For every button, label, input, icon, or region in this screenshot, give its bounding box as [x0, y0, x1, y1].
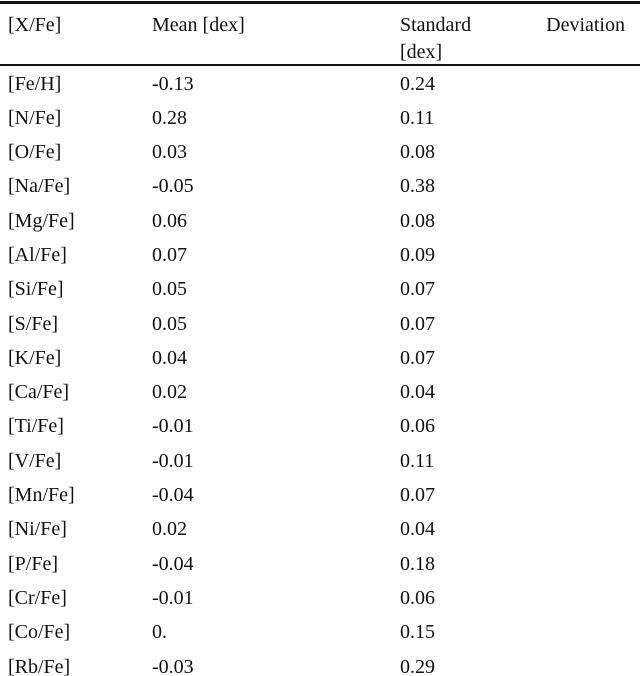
std-deviation-value: 0.08 — [400, 141, 435, 164]
element-label: [Ca/Fe] — [8, 381, 70, 404]
mean-value: -0.01 — [152, 586, 194, 609]
element-label: [Cr/Fe] — [8, 586, 67, 609]
table-row: [Ti/Fe] -0.01 0.06 — [0, 409, 640, 443]
element-label: [Ti/Fe] — [8, 415, 64, 438]
table-top-rule — [0, 1, 640, 4]
table-row: [S/Fe] 0.05 0.07 — [0, 307, 640, 341]
std-deviation-value: 0.09 — [400, 243, 435, 266]
column-header-std: Standard Deviation [dex] — [400, 12, 640, 66]
std-deviation-value: 0.07 — [400, 346, 435, 369]
std-deviation-value: 0.11 — [400, 106, 435, 129]
std-deviation-value: 0.24 — [400, 72, 435, 95]
mean-value: 0.04 — [152, 346, 187, 369]
table-header-rule — [0, 63, 640, 66]
table-row: [O/Fe] 0.03 0.08 — [0, 135, 640, 169]
mean-value: 0. — [152, 621, 167, 644]
element-label: [V/Fe] — [8, 449, 62, 472]
std-deviation-value: 0.04 — [400, 381, 435, 404]
element-label: [Mn/Fe] — [8, 484, 75, 507]
element-label: [Si/Fe] — [8, 278, 64, 301]
mean-value: -0.04 — [152, 552, 194, 575]
column-header-std-line2: [dex] — [400, 40, 443, 63]
mean-value: 0.06 — [152, 209, 187, 232]
mean-value: -0.01 — [152, 415, 194, 438]
table-row: [Mn/Fe] -0.04 0.07 — [0, 478, 640, 512]
mean-value: 0.28 — [152, 106, 187, 129]
std-deviation-value: 0.07 — [400, 484, 435, 507]
element-label: [Fe/H] — [8, 72, 62, 95]
table-row: [P/Fe] -0.04 0.18 — [0, 547, 640, 581]
element-label: [Mg/Fe] — [8, 209, 75, 232]
mean-value: 0.02 — [152, 518, 187, 541]
element-label: [K/Fe] — [8, 346, 62, 369]
element-label: [Ni/Fe] — [8, 518, 67, 541]
mean-value: -0.04 — [152, 484, 194, 507]
table-row: [Al/Fe] 0.07 0.09 — [0, 238, 640, 272]
mean-value: 0.05 — [152, 312, 187, 335]
column-header-std-word2: Deviation — [546, 13, 625, 36]
element-label: [Al/Fe] — [8, 243, 67, 266]
element-label: [Rb/Fe] — [8, 655, 71, 676]
element-label: [N/Fe] — [8, 106, 62, 129]
std-deviation-value: 0.04 — [400, 518, 435, 541]
table-row: [Ca/Fe] 0.02 0.04 — [0, 375, 640, 409]
column-header-element: [X/Fe] — [8, 13, 62, 36]
column-header-mean: Mean [dex] — [152, 13, 245, 36]
std-deviation-value: 0.07 — [400, 278, 435, 301]
element-label: [Co/Fe] — [8, 621, 71, 644]
element-label: [O/Fe] — [8, 141, 62, 164]
table-row: [Ni/Fe] 0.02 0.04 — [0, 512, 640, 546]
column-header-std-line1: Standard Deviation — [400, 12, 625, 39]
mean-value: -0.13 — [152, 72, 194, 95]
mean-value: -0.03 — [152, 655, 194, 676]
table-row: [K/Fe] 0.04 0.07 — [0, 341, 640, 375]
std-deviation-value: 0.06 — [400, 586, 435, 609]
mean-value: 0.07 — [152, 243, 187, 266]
std-deviation-value: 0.06 — [400, 415, 435, 438]
mean-value: -0.05 — [152, 175, 194, 198]
std-deviation-value: 0.18 — [400, 552, 435, 575]
std-deviation-value: 0.11 — [400, 449, 435, 472]
table-row: [N/Fe] 0.28 0.11 — [0, 101, 640, 135]
element-label: [S/Fe] — [8, 312, 58, 335]
std-deviation-value: 0.38 — [400, 175, 435, 198]
table-row: [Mg/Fe] 0.06 0.08 — [0, 204, 640, 238]
mean-value: 0.05 — [152, 278, 187, 301]
mean-value: -0.01 — [152, 449, 194, 472]
table-row: [Si/Fe] 0.05 0.07 — [0, 272, 640, 306]
table-body: [Fe/H] -0.13 0.24 [N/Fe] 0.28 0.11 [O/Fe] 0.03 0… — [0, 66, 640, 676]
table-row: [Rb/Fe] -0.03 0.29 — [0, 650, 640, 676]
mean-value: 0.02 — [152, 381, 187, 404]
column-header-std-word1: Standard — [400, 13, 472, 36]
element-label: [Na/Fe] — [8, 175, 71, 198]
mean-value: 0.03 — [152, 141, 187, 164]
table-header-row: [X/Fe] Mean [dex] Standard Deviation [de… — [0, 4, 640, 64]
table-row: [Cr/Fe] -0.01 0.06 — [0, 581, 640, 615]
std-deviation-value: 0.08 — [400, 209, 435, 232]
table-row: [V/Fe] -0.01 0.11 — [0, 444, 640, 478]
std-deviation-value: 0.29 — [400, 655, 435, 676]
std-deviation-value: 0.07 — [400, 312, 435, 335]
table-row: [Fe/H] -0.13 0.24 — [0, 67, 640, 101]
std-deviation-value: 0.15 — [400, 621, 435, 644]
element-label: [P/Fe] — [8, 552, 58, 575]
table-row: [Na/Fe] -0.05 0.38 — [0, 169, 640, 203]
table-row: [Co/Fe] 0. 0.15 — [0, 615, 640, 649]
